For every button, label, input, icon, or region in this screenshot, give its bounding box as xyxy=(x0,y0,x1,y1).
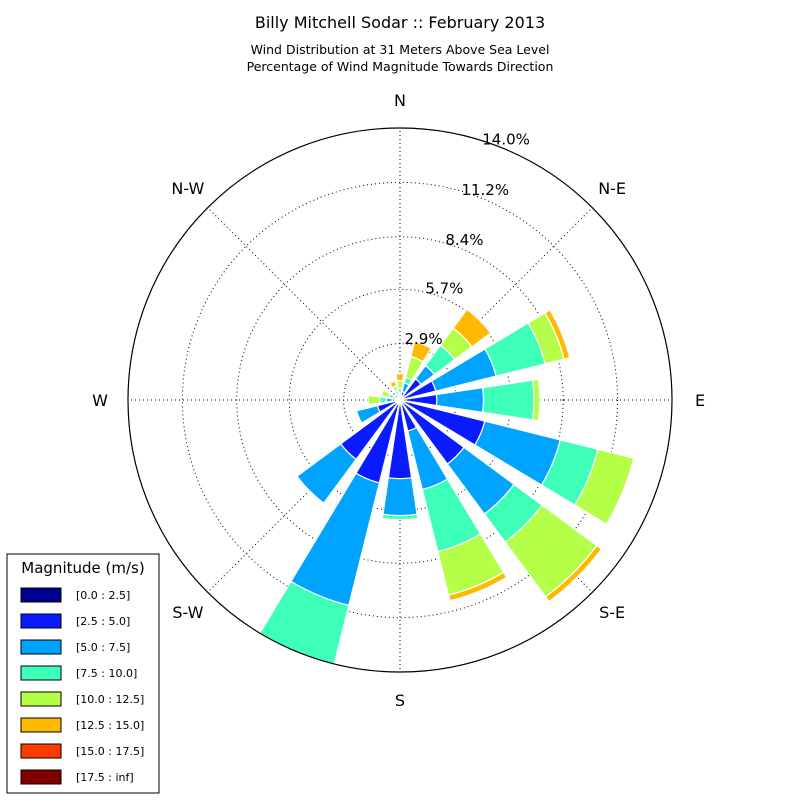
radial-tick-label-1: 5.7% xyxy=(425,280,463,298)
legend-swatch-6 xyxy=(20,743,62,759)
legend-swatch-5 xyxy=(20,717,62,733)
legend-label-5: [12.5 : 15.0] xyxy=(76,719,144,732)
legend-swatch-2 xyxy=(20,639,62,655)
sector-8-bin-2 xyxy=(385,397,393,403)
sector-7-bin-4 xyxy=(380,389,391,398)
legend-label-3: [7.5 : 10.0] xyxy=(76,667,137,680)
sector-8-bin-4 xyxy=(367,394,381,406)
legend-label-0: [0.0 : 2.5] xyxy=(76,589,130,602)
grid-spoke-n-e xyxy=(399,207,593,401)
sector-14-bin-5 xyxy=(544,544,603,603)
legend-swatch-7 xyxy=(20,769,62,785)
sector-12-bin-3 xyxy=(381,513,419,521)
direction-label-n-e: N-E xyxy=(598,179,626,198)
grid-spoke-s-w xyxy=(207,399,401,593)
legend-swatch-4 xyxy=(20,691,62,707)
sector-3-bin-5 xyxy=(410,340,432,363)
sector-10-bin-2 xyxy=(296,443,357,504)
legend-swatch-1 xyxy=(20,613,62,629)
legend-title: Magnitude (m/s) xyxy=(21,559,144,577)
axis-labels: E N-E N N-W W S-W S S-E 2.9% 5.7% 8.4% 11.2% 14.0% xyxy=(92,91,705,710)
sector-2-bin-5 xyxy=(452,308,492,348)
radial-tick-label-3: 11.2% xyxy=(461,181,509,199)
sector-0-bin-4 xyxy=(531,378,541,422)
polar-frame xyxy=(127,127,673,673)
sector-0-bin-2 xyxy=(435,386,485,414)
legend-swatch-3 xyxy=(20,665,62,681)
direction-label-s: S xyxy=(395,691,405,710)
sector-4-bin-4 xyxy=(396,379,404,390)
sector-15-bin-4 xyxy=(574,448,635,525)
legend-label-7: [17.5 : inf] xyxy=(76,771,134,784)
direction-label-s-e: S-E xyxy=(599,603,625,622)
grid-spoke-n-w xyxy=(207,207,401,401)
sector-4-bin-3 xyxy=(397,387,403,394)
radial-tick-label-4: 14.0% xyxy=(482,131,530,149)
sector-11-bin-2 xyxy=(290,472,381,607)
direction-label-s-w: S-W xyxy=(172,603,203,622)
radial-tick-label-0: 2.9% xyxy=(405,330,443,348)
chart-title: Billy Mitchell Sodar :: February 2013 xyxy=(255,13,545,32)
grid-circle-2 xyxy=(236,236,564,564)
sector-0-bin-3 xyxy=(481,379,535,421)
sector-4-bin-5 xyxy=(395,373,405,382)
direction-label-n-w: N-W xyxy=(171,179,204,198)
legend-label-4: [10.0 : 12.5] xyxy=(76,693,144,706)
legend: Magnitude (m/s) [0.0 : 2.5] [2.5 : 5.0] [5.… xyxy=(6,553,160,794)
sector-5-bin-5 xyxy=(389,380,398,389)
sector-13-bin-5 xyxy=(447,571,508,602)
direction-label-e: E xyxy=(695,391,705,410)
radial-tick-label-2: 8.4% xyxy=(445,231,483,249)
legend-label-1: [2.5 : 5.0] xyxy=(76,615,130,628)
legend-label-2: [5.0 : 7.5] xyxy=(76,641,130,654)
sector-12-bin-2 xyxy=(382,477,418,517)
grid-circle-3 xyxy=(181,181,619,619)
direction-label-w: W xyxy=(92,391,108,410)
sector-9-bin-2 xyxy=(355,404,381,424)
outer-circle xyxy=(127,127,673,673)
sector-8-bin-3 xyxy=(379,396,388,404)
wind-sectors xyxy=(259,308,635,665)
direction-label-n: N xyxy=(394,91,406,110)
legend-swatch-0 xyxy=(20,587,62,603)
sector-1-bin-5 xyxy=(544,309,571,360)
chart-subtitle-line-2: Percentage of Wind Magnitude Towards Dir… xyxy=(247,59,554,74)
legend-label-6: [15.0 : 17.5] xyxy=(76,745,144,758)
chart-subtitle-line-1: Wind Distribution at 31 Meters Above Sea… xyxy=(251,42,550,57)
